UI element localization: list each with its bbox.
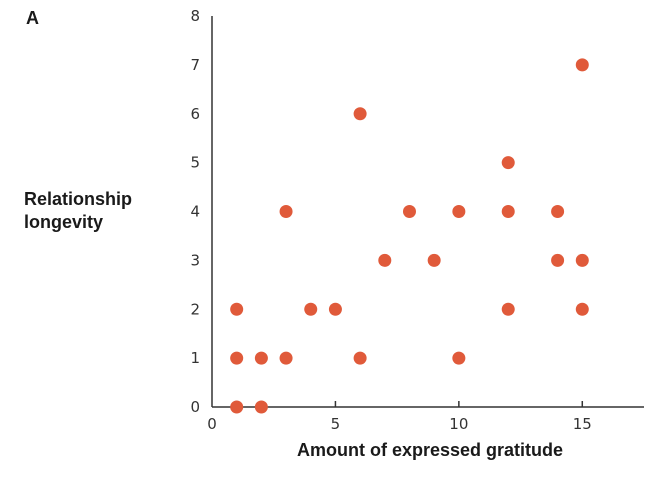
data-point xyxy=(353,351,367,365)
data-point xyxy=(304,302,318,316)
y-tick-label: 3 xyxy=(190,251,200,269)
data-point xyxy=(501,205,515,218)
data-point xyxy=(575,58,589,72)
data-point xyxy=(452,205,466,218)
y-axis-title-line-1: Relationship xyxy=(24,189,132,209)
data-point xyxy=(279,205,293,218)
y-ticks: 0 1 2 3 4 5 6 7 8 xyxy=(190,7,200,416)
x-tick-label: 5 xyxy=(331,415,341,433)
y-tick-label: 4 xyxy=(190,203,200,221)
data-point xyxy=(501,302,515,316)
y-tick-label: 0 xyxy=(190,398,200,416)
y-tick-label: 7 xyxy=(190,56,200,74)
x-tick-label: 0 xyxy=(207,415,217,433)
data-point xyxy=(353,107,367,121)
data-point xyxy=(427,253,441,267)
x-tick-label: 10 xyxy=(449,415,468,433)
y-tick-label: 2 xyxy=(190,300,200,318)
data-point xyxy=(551,205,565,218)
y-axis-title: Relationship longevity xyxy=(24,189,132,232)
x-tick-label: 15 xyxy=(573,415,592,433)
data-point xyxy=(230,302,244,316)
y-tick-label: 8 xyxy=(190,7,200,25)
data-point xyxy=(230,351,244,365)
x-ticks: 0 5 10 15 xyxy=(207,401,592,433)
axes xyxy=(211,16,644,408)
data-point xyxy=(254,400,268,414)
x-axis-title: Amount of expressed gratitude xyxy=(297,440,563,460)
data-points xyxy=(230,58,589,414)
data-point xyxy=(279,351,293,365)
y-tick-label: 1 xyxy=(190,349,200,367)
data-point xyxy=(230,400,244,414)
data-point xyxy=(575,302,589,316)
y-tick-label: 6 xyxy=(190,105,200,123)
data-point xyxy=(575,253,589,267)
data-point xyxy=(551,253,565,267)
data-point xyxy=(452,351,466,365)
data-point xyxy=(328,302,342,316)
data-point xyxy=(378,253,392,267)
data-point xyxy=(402,205,416,218)
data-point xyxy=(254,351,268,365)
y-tick-label: 5 xyxy=(190,154,200,172)
y-axis-title-line-2: longevity xyxy=(24,212,103,232)
data-point xyxy=(501,156,515,170)
panel-label: A xyxy=(26,8,39,28)
